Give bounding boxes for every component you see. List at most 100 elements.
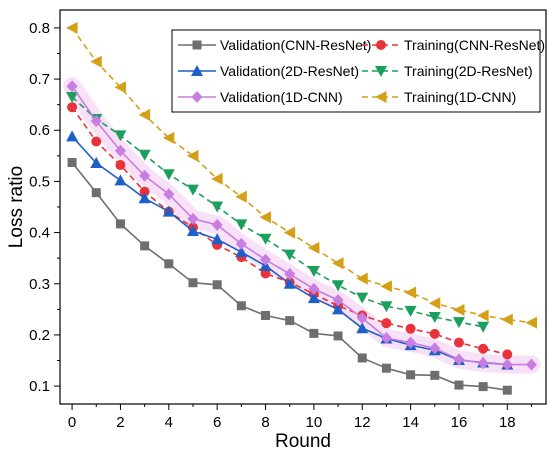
data-point [90, 115, 102, 128]
legend-item-validation-1d-cnn: Validation(1D-CNN) [178, 89, 343, 105]
data-point [428, 297, 441, 310]
data-point [405, 336, 417, 349]
data-point [356, 272, 368, 285]
data-point [454, 380, 464, 390]
x-tick-label: 0 [68, 414, 76, 431]
series-training-1d-cnn [66, 21, 537, 329]
data-point [284, 268, 296, 281]
data-point [235, 190, 247, 203]
data-point [308, 282, 320, 295]
data-point [259, 233, 272, 245]
data-point [162, 205, 175, 217]
data-point [357, 353, 367, 363]
data-point [162, 169, 175, 181]
data-point [139, 169, 151, 182]
data-point [309, 328, 319, 338]
data-point [283, 277, 296, 289]
data-point [186, 149, 199, 162]
data-point [114, 81, 126, 94]
data-point [211, 218, 223, 231]
data-point [477, 357, 489, 370]
y-tick-label: 0.6 [29, 122, 50, 139]
data-point [501, 358, 513, 371]
data-point [502, 349, 513, 360]
data-point [91, 188, 101, 198]
legend-label: Validation(CNN-ResNet) [220, 37, 371, 53]
data-point [67, 102, 78, 113]
data-point [115, 160, 126, 171]
data-point [380, 280, 392, 293]
data-point [138, 108, 151, 121]
data-point [380, 331, 392, 344]
data-point [162, 131, 175, 144]
x-tick-label: 2 [116, 414, 124, 431]
x-tick-label: 10 [306, 414, 323, 431]
legend-marker [375, 66, 387, 77]
y-tick-label: 0.2 [29, 327, 50, 344]
data-point [428, 312, 441, 324]
data-point [332, 294, 344, 307]
data-point [332, 280, 345, 292]
legend-marker [191, 91, 203, 103]
data-point [235, 246, 248, 258]
y-tick-label: 0.3 [29, 276, 50, 293]
data-point [453, 353, 465, 366]
data-point [186, 225, 199, 237]
legend-marker [191, 65, 203, 76]
x-tick-label: 4 [165, 414, 173, 431]
x-tick-label: 8 [261, 414, 269, 431]
data-point [186, 184, 199, 196]
data-point [67, 157, 77, 167]
data-point [381, 318, 392, 329]
x-axis-title: Round [275, 431, 331, 452]
data-point [139, 186, 150, 197]
data-point [66, 91, 79, 103]
data-point [90, 156, 103, 168]
data-point [307, 241, 320, 254]
x-tick-label: 18 [499, 414, 516, 431]
data-point [332, 303, 345, 315]
data-point [211, 233, 224, 245]
data-point [66, 130, 79, 142]
legend-item-validation-cnn-resnet: Validation(CNN-ResNet) [178, 37, 371, 53]
data-point [404, 305, 417, 317]
data-point [187, 212, 199, 225]
data-point [452, 317, 465, 329]
data-point [211, 201, 224, 213]
data-point [285, 316, 295, 326]
series-highlight-band [63, 77, 541, 374]
x-tick-label: 6 [213, 414, 221, 431]
series-line [71, 96, 484, 328]
series-layer [66, 21, 537, 395]
data-point [477, 321, 490, 333]
data-point [501, 313, 513, 326]
y-tick-label: 0.8 [29, 20, 50, 37]
legend-marker [376, 40, 386, 50]
data-point [211, 172, 223, 185]
legend-label: Validation(1D-CNN) [220, 89, 343, 105]
data-point [381, 363, 391, 373]
data-point [163, 188, 175, 201]
data-point [114, 144, 126, 157]
data-point [138, 192, 151, 204]
data-point [477, 309, 489, 322]
legend: Validation(CNN-ResNet) Training(CNN-ResNe… [171, 29, 545, 113]
data-point [502, 385, 512, 395]
data-point [114, 174, 127, 186]
series-line [71, 85, 532, 366]
y-tick-label: 0.5 [29, 173, 50, 190]
series-training-2d-resnet [66, 91, 490, 333]
data-point [405, 323, 416, 334]
data-point [283, 226, 296, 239]
data-point [138, 149, 151, 161]
legend-label: Training(1D-CNN) [404, 89, 516, 105]
x-tick-label: 12 [354, 414, 371, 431]
data-point [236, 301, 246, 311]
data-point [164, 259, 174, 269]
data-point [260, 268, 271, 279]
y-axis-title: Loss ratio [6, 166, 27, 248]
data-point [452, 303, 465, 316]
series-line [71, 27, 532, 324]
legend-item-training-cnn-resnet: Training(CNN-ResNet) [362, 37, 545, 53]
